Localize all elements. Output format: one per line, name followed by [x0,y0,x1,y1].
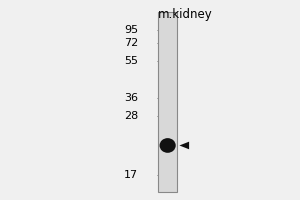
Bar [158,12,177,192]
Text: 55: 55 [124,56,138,66]
Text: 72: 72 [124,38,138,48]
Text: m.kidney: m.kidney [158,8,213,21]
Text: 95: 95 [124,25,138,35]
Ellipse shape [160,138,176,153]
Text: 36: 36 [124,93,138,103]
Text: 28: 28 [124,111,138,121]
Text: 17: 17 [124,170,138,180]
Polygon shape [179,142,189,149]
